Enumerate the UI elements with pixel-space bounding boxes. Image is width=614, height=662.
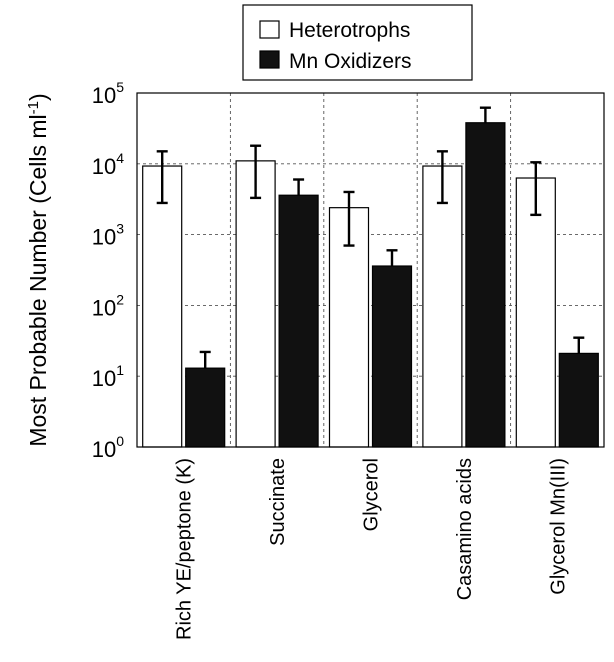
bar-mn-oxidizers — [465, 122, 506, 448]
bar-heterotrophs — [235, 160, 276, 448]
y-tick-exponent: 2 — [116, 291, 124, 307]
plot-frame — [136, 92, 605, 448]
x-category-label: Rich YE/peptone (K) — [174, 458, 196, 640]
y-axis-label: Most Probable Number (Cells ml-1) — [25, 93, 52, 446]
bar-mn-oxidizers — [371, 265, 413, 448]
y-tick-base: 10 — [92, 437, 116, 462]
y-tick-base: 10 — [92, 154, 116, 179]
y-tick-label: 101 — [92, 362, 124, 391]
y-tick-label: 103 — [92, 221, 124, 250]
y-tick-label: 100 — [92, 433, 124, 462]
bar-mn-oxidizers — [558, 352, 599, 448]
y-tick-label: 104 — [92, 150, 124, 179]
x-category-label: Glycerol Mn(III) — [547, 458, 569, 595]
bar-heterotrophs — [142, 165, 183, 448]
error-bars — [156, 106, 585, 369]
y-tick-exponent: 1 — [116, 362, 124, 378]
y-axis-label-text: Most Probable Number (Cells ml — [25, 114, 51, 446]
y-tick-label: 105 — [92, 79, 124, 108]
legend-label-mn-oxidizers: Mn Oxidizers — [289, 50, 412, 73]
bar-heterotrophs — [422, 165, 463, 448]
y-tick-base: 10 — [92, 83, 116, 108]
bar-mn-oxidizers — [278, 194, 319, 448]
x-category-label: Glycerol — [361, 458, 383, 531]
bars — [142, 122, 599, 448]
legend-box — [242, 4, 473, 81]
bar-mn-oxidizers — [185, 367, 226, 448]
bar-heterotrophs — [328, 207, 370, 448]
legend-swatch-mn-oxidizers — [259, 50, 280, 69]
gridlines — [137, 93, 604, 447]
y-tick-base: 10 — [92, 366, 116, 391]
y-tick-base: 10 — [92, 295, 116, 320]
y-tick-exponent: 4 — [116, 150, 124, 166]
legend: Heterotrophs Mn Oxidizers — [242, 4, 473, 81]
legend-label-heterotrophs: Heterotrophs — [289, 19, 410, 42]
y-tick-exponent: 5 — [116, 79, 124, 95]
y-axis-label-sup: -1 — [25, 101, 42, 114]
y-tick-label: 102 — [92, 291, 124, 320]
bar-heterotrophs — [515, 177, 556, 448]
x-category-label: Succinate — [267, 458, 289, 546]
y-tick-base: 10 — [92, 225, 116, 250]
x-category-label: Casamino acids — [454, 458, 476, 600]
y-tick-exponent: 3 — [116, 221, 124, 237]
x-axis-labels: Rich YE/peptone (K) Succinate Glycerol Casa… — [174, 458, 570, 640]
y-axis-label-close: ) — [25, 93, 51, 101]
y-tick-exponent: 0 — [116, 433, 124, 449]
legend-swatch-heterotrophs — [259, 20, 280, 39]
